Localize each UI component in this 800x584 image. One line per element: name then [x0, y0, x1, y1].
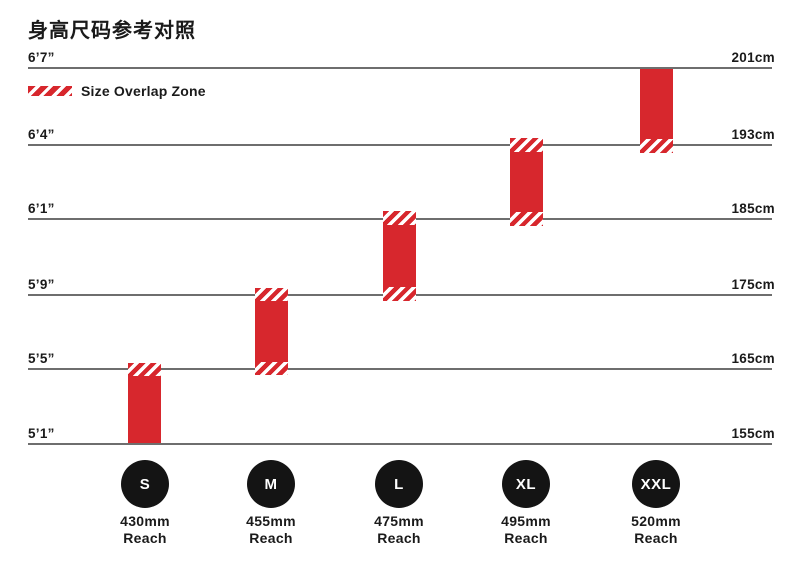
- size-bar-xxl: [640, 69, 673, 153]
- bar-solid: [128, 376, 161, 443]
- height-label-metric: 165cm: [731, 351, 775, 366]
- height-label-imperial: 5’9”: [28, 277, 55, 292]
- size-circle-s: S: [121, 460, 169, 508]
- height-label-metric: 201cm: [731, 50, 775, 65]
- gridline-row-193cm: 6’4” 193cm: [28, 124, 775, 146]
- size-circle-label: L: [394, 475, 404, 493]
- overlap-zone-bottom: [383, 287, 416, 301]
- size-circle-xl: XL: [502, 460, 550, 508]
- gridline-row-165cm: 5’5” 165cm: [28, 348, 775, 370]
- gridline: [28, 144, 772, 146]
- legend-label: Size Overlap Zone: [81, 83, 206, 99]
- reach-label-xl: 495mm Reach: [466, 513, 586, 547]
- height-label-metric: 193cm: [731, 127, 775, 142]
- gridline: [28, 443, 772, 445]
- legend: Size Overlap Zone: [28, 83, 206, 99]
- size-circle-label: S: [139, 475, 151, 493]
- overlap-zone-top: [510, 138, 543, 152]
- reach-value: 495mm: [501, 513, 551, 529]
- overlap-zone-top: [255, 288, 288, 301]
- reach-unit: Reach: [249, 530, 293, 546]
- reach-value: 520mm: [631, 513, 681, 529]
- reach-value: 455mm: [246, 513, 296, 529]
- size-circle-label: M: [264, 475, 278, 493]
- size-bar-l: [383, 211, 416, 301]
- overlap-zone-bottom: [510, 212, 543, 226]
- height-label-metric: 185cm: [731, 201, 775, 216]
- height-label-imperial: 5’1”: [28, 426, 55, 441]
- overlap-zone-swatch-icon: [28, 86, 72, 96]
- reach-unit: Reach: [123, 530, 167, 546]
- size-bar-xl: [510, 138, 543, 226]
- gridline-row-155cm: 5’1” 155cm: [28, 423, 775, 445]
- height-label-metric: 175cm: [731, 277, 775, 292]
- gridline: [28, 368, 772, 370]
- gridline: [28, 67, 772, 69]
- overlap-zone-bottom: [640, 139, 673, 153]
- bar-solid: [510, 152, 543, 212]
- overlap-zone-top: [128, 363, 161, 376]
- size-circle-m: M: [247, 460, 295, 508]
- reach-unit: Reach: [377, 530, 421, 546]
- reach-label-m: 455mm Reach: [211, 513, 331, 547]
- size-circle-label: XL: [515, 475, 537, 493]
- height-label-imperial: 6’4”: [28, 127, 55, 142]
- bar-solid: [255, 301, 288, 362]
- height-label-metric: 155cm: [731, 426, 775, 441]
- gridline-row-201cm: 6’7” 201cm: [28, 47, 775, 69]
- chart-title: 身高尺码参考对照: [28, 18, 196, 42]
- size-bar-s: [128, 363, 161, 443]
- height-label-imperial: 6’1”: [28, 201, 55, 216]
- size-bar-m: [255, 288, 288, 375]
- overlap-zone-bottom: [255, 362, 288, 375]
- reach-value: 475mm: [374, 513, 424, 529]
- size-circle-label: XXL: [640, 475, 672, 493]
- reach-unit: Reach: [504, 530, 548, 546]
- height-label-imperial: 6’7”: [28, 50, 55, 65]
- overlap-zone-top: [383, 211, 416, 225]
- bar-solid: [640, 69, 673, 139]
- height-label-imperial: 5’5”: [28, 351, 55, 366]
- reach-label-xxl: 520mm Reach: [596, 513, 716, 547]
- reach-unit: Reach: [634, 530, 678, 546]
- bar-solid: [383, 225, 416, 287]
- reach-label-l: 475mm Reach: [339, 513, 459, 547]
- size-circle-xxl: XXL: [632, 460, 680, 508]
- reach-value: 430mm: [120, 513, 170, 529]
- size-circle-l: L: [375, 460, 423, 508]
- reach-label-s: 430mm Reach: [85, 513, 205, 547]
